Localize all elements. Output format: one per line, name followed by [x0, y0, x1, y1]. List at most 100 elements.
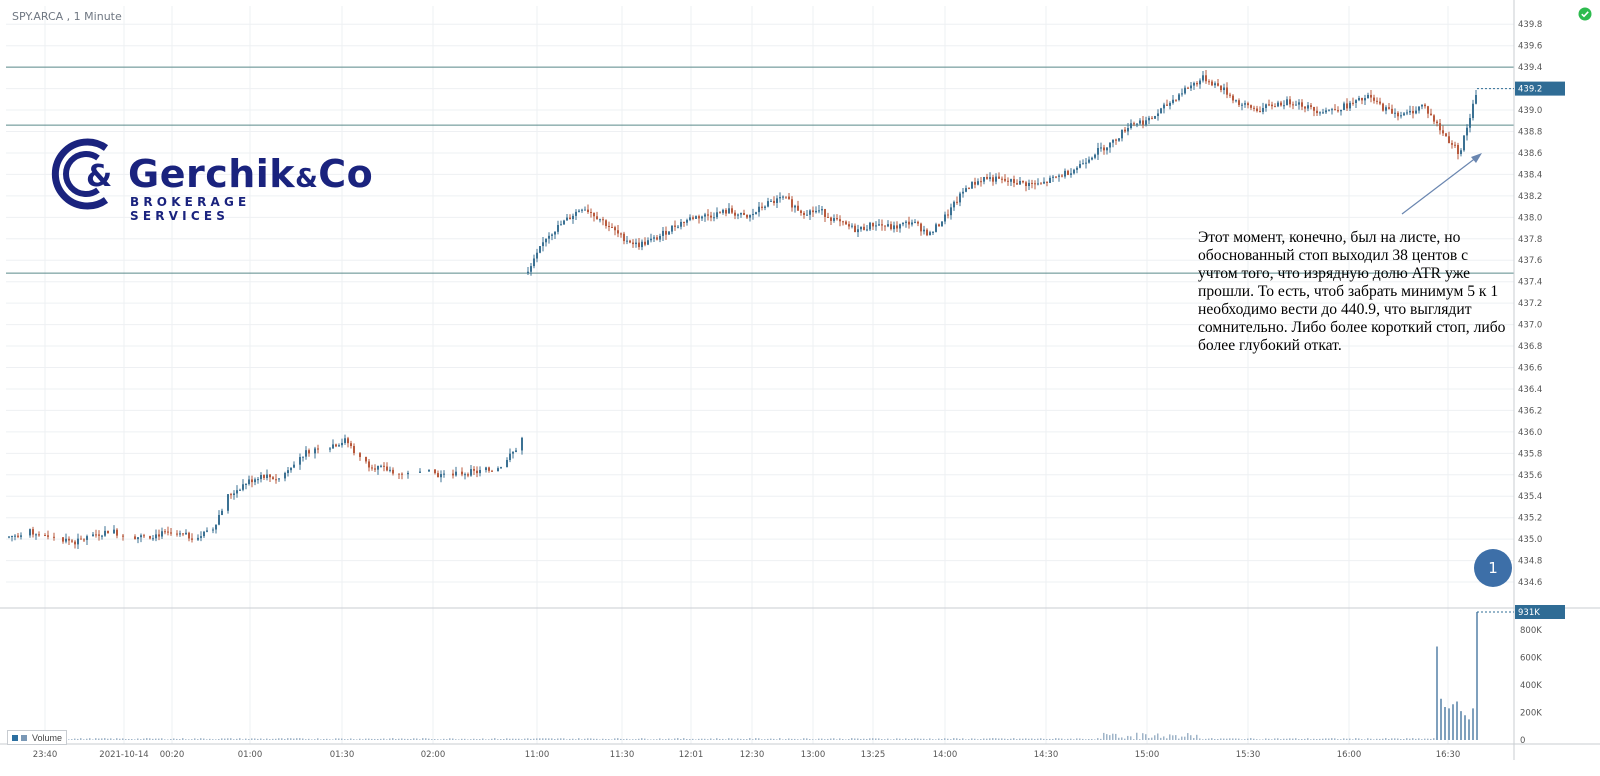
candle-body: [509, 453, 511, 461]
candle-body: [407, 472, 409, 475]
time-tick-label: 02:00: [421, 750, 446, 760]
volume-bar: [1331, 738, 1333, 740]
candle-body: [488, 467, 490, 471]
candle-body: [353, 446, 355, 454]
volume-bar: [1076, 738, 1078, 740]
volume-bar: [140, 739, 142, 740]
candle-body: [1058, 175, 1060, 177]
candle-body: [1196, 82, 1198, 85]
candle-body: [1220, 85, 1222, 91]
volume-bar: [359, 738, 361, 740]
volume-bar: [707, 739, 709, 740]
volume-bar: [110, 738, 112, 740]
volume-bar: [671, 739, 673, 740]
volume-legend[interactable]: Volume: [7, 730, 68, 745]
candle-body: [185, 532, 187, 535]
candle-body: [1334, 109, 1336, 111]
volume-bar: [557, 738, 559, 740]
volume-bar: [956, 738, 958, 740]
candle-body: [866, 229, 868, 231]
candle-body: [35, 534, 37, 536]
candle-body: [536, 252, 538, 259]
volume-bar: [1214, 738, 1216, 740]
candle-body: [1349, 102, 1351, 109]
candle-body: [1073, 169, 1075, 174]
volume-bar: [1280, 739, 1282, 740]
volume-bar: [974, 738, 976, 740]
candle-body: [917, 221, 919, 224]
volume-bar: [659, 738, 661, 740]
volume-bar: [428, 738, 430, 740]
candle-body: [1175, 99, 1177, 101]
volume-bar: [947, 738, 949, 740]
candle-body: [740, 213, 742, 215]
volume-bar: [728, 738, 730, 740]
volume-bar: [1190, 735, 1192, 740]
volume-bar: [1130, 736, 1132, 740]
volume-bar: [1310, 739, 1312, 740]
volume-bar: [74, 738, 76, 740]
candle-body: [341, 442, 343, 446]
candle-body: [590, 212, 592, 214]
price-tick-label: 438.8: [1518, 128, 1542, 138]
volume-bar: [977, 739, 979, 740]
candle-body: [1187, 87, 1189, 89]
volume-bar: [1452, 704, 1454, 740]
candle-body: [14, 535, 16, 537]
volume-bar: [80, 738, 82, 740]
volume-bar: [1289, 738, 1291, 740]
logo-emblem-icon: &: [51, 138, 112, 210]
candle-body: [338, 445, 340, 447]
candle-body: [266, 474, 268, 479]
volume-bar: [899, 738, 901, 740]
volume-bar: [278, 738, 280, 740]
volume-bar: [668, 738, 670, 740]
candle-body: [398, 473, 400, 475]
volume-bar: [338, 738, 340, 740]
candle-body: [665, 230, 667, 235]
candle-body: [191, 538, 193, 540]
candle-body: [176, 533, 178, 535]
volume-bar: [617, 738, 619, 740]
candle-body: [1454, 144, 1456, 146]
volume-bar: [1358, 738, 1360, 740]
volume-bar: [1136, 732, 1138, 740]
candle-body: [1148, 117, 1150, 121]
candle-body: [971, 181, 973, 189]
volume-bar: [116, 738, 118, 740]
candle-body: [533, 258, 535, 267]
candle-body: [569, 217, 571, 220]
check-circle-icon[interactable]: [1578, 7, 1592, 21]
volume-bar: [920, 738, 922, 740]
candle-body: [743, 213, 745, 215]
volume-bar: [1367, 738, 1369, 740]
volume-bars: [8, 612, 1478, 740]
step-marker: 1: [1474, 549, 1512, 587]
volume-bar: [1355, 738, 1357, 740]
volume-bar: [233, 739, 235, 740]
candle-body: [188, 532, 190, 539]
volume-bar: [179, 739, 181, 740]
volume-bar: [851, 738, 853, 740]
volume-bar: [437, 739, 439, 740]
volume-bar: [719, 738, 721, 740]
volume-bar: [1001, 738, 1003, 740]
candle-body: [851, 225, 853, 227]
volume-bar: [539, 738, 541, 740]
volume-bar: [701, 738, 703, 740]
candle-body: [1304, 106, 1306, 109]
price-tick-label: 436.6: [1518, 364, 1542, 374]
volume-bar: [1292, 738, 1294, 740]
candle-body: [1103, 147, 1105, 151]
volume-bar: [653, 739, 655, 740]
candle-body: [800, 210, 802, 213]
volume-bar: [767, 738, 769, 740]
volume-bar: [1139, 739, 1141, 740]
candle-body: [638, 242, 640, 248]
volume-tick-label: 0: [1520, 736, 1525, 746]
logo-name-amp: &: [295, 164, 319, 194]
volume-bar: [1199, 738, 1201, 740]
candle-body: [1001, 178, 1003, 180]
candle-body: [485, 467, 487, 471]
